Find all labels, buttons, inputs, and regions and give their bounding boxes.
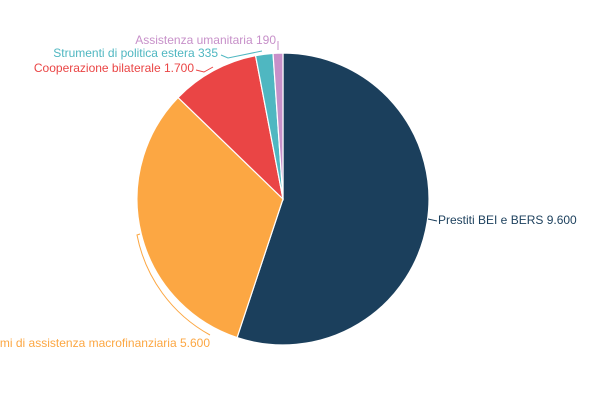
pie-slice: [236, 52, 430, 346]
slice-label: Cooperazione bilaterale 1.700: [34, 61, 194, 75]
pie-slice: [272, 52, 284, 200]
pie-slice: [136, 96, 284, 339]
slice-label: Strumenti di politica estera 335: [53, 46, 218, 60]
slice-label: Programmi di assistenza macrofinanziaria…: [0, 336, 210, 350]
leader-line: [427, 218, 438, 222]
leader-line: [220, 50, 263, 59]
pie-slice: [177, 54, 284, 201]
leader-line: [136, 233, 211, 336]
leader-line: [195, 66, 214, 73]
slice-label: Prestiti BEI e BERS 9.600: [438, 213, 577, 227]
slice-label: Assistenza umanitaria 190: [135, 33, 276, 47]
